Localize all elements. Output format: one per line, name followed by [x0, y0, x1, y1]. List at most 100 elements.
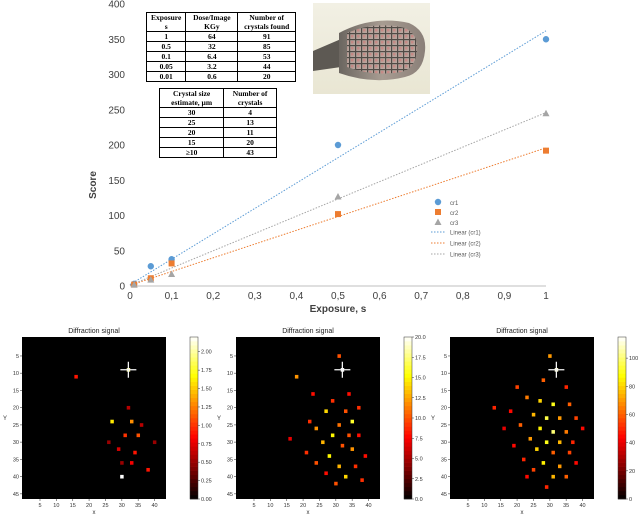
colorbar-segment [190, 494, 198, 500]
y-tick-label: 20 [441, 406, 447, 412]
x-tick-label: 5 [252, 503, 255, 509]
colorbar-segment [618, 341, 626, 346]
y-tick-label: 10 [13, 371, 19, 377]
colorbar-segment [190, 373, 198, 378]
colorbar-segment [618, 474, 626, 480]
colorbar-segment [404, 373, 412, 378]
heatmap-cell [551, 402, 555, 407]
x-tick-label: 0 [127, 291, 133, 302]
colorbar-segment [190, 482, 198, 488]
colorbar-segment [618, 413, 626, 419]
table-cell: 0.6 [185, 71, 239, 82]
colorbar-segment [404, 462, 412, 467]
heatmap-cell [541, 461, 546, 465]
heatmap-cell [344, 409, 348, 414]
colorbar-segment [618, 430, 626, 435]
y-tick-label: 35 [13, 457, 19, 463]
x-tick-label: 15 [70, 503, 76, 509]
heatmap-cell [120, 461, 124, 465]
y-tick-label: 40 [13, 475, 19, 481]
x-tick-label: 5 [38, 503, 41, 509]
colorbar-segment [618, 438, 626, 443]
table-cell: 32 [185, 41, 239, 52]
heatmap-cell [525, 474, 529, 479]
heatmap-cell [502, 426, 506, 431]
legend-label: cr1 [450, 201, 459, 207]
y-tick-label: 200 [108, 141, 125, 152]
heatmap-cell [567, 450, 572, 455]
colorbar-segment [190, 393, 198, 399]
x-tick-label: 0,2 [206, 291, 220, 302]
colorbar-segment [190, 430, 198, 435]
y-axis-label: Y [431, 416, 435, 422]
colorbar-segment [404, 486, 412, 492]
heatmap-cell [558, 464, 562, 469]
x-axis-label: x [521, 510, 524, 516]
diffraction-heatmap-2: Diffraction signal 5 10 15 20 25 30 35 40 x 5 10 15 2… [217, 328, 426, 516]
colorbar-segment [618, 405, 626, 411]
colorbar-segment [404, 389, 412, 394]
colorbar-tick-label: 5.0 [415, 457, 423, 463]
colorbar-segment [618, 337, 626, 342]
colorbar-segment [190, 462, 198, 467]
y-tick-label: 15 [441, 388, 447, 394]
heatmap-cell [314, 461, 319, 465]
data-point-cr3 [542, 109, 550, 117]
table-cell: 3.2 [185, 61, 239, 72]
heatmap-cell [571, 440, 575, 445]
colorbar-segment [190, 426, 198, 431]
heatmap-cell [350, 419, 355, 424]
colorbar-segment [404, 474, 412, 480]
heatmap-cell [558, 416, 562, 420]
heatmap-cell [304, 450, 309, 455]
colorbar-tick-label: 15.0 [415, 376, 426, 382]
heatmap-cell [110, 419, 114, 424]
y-tick-label: 10 [227, 371, 233, 377]
table-cell: 44 [237, 61, 296, 72]
colorbar-segment [190, 365, 198, 370]
colorbar-segment [190, 369, 198, 374]
colorbar-segment [618, 446, 626, 451]
colorbar-segment [404, 353, 412, 358]
x-tick-label: 10 [53, 503, 59, 509]
colorbar-segment [618, 494, 626, 500]
table-cell: ≥10 [158, 147, 225, 158]
heatmap-cell [544, 416, 549, 420]
colorbar-segment [618, 393, 626, 399]
colorbar-segment [190, 486, 198, 492]
colorbar-segment [190, 349, 198, 354]
colorbar-segment [618, 458, 626, 463]
heatmap-cell [574, 461, 578, 465]
colorbar-tick-label: 40 [629, 441, 635, 447]
table-cell: 43 [223, 147, 277, 158]
colorbar-segment [190, 361, 198, 366]
x-tick-label: 0,3 [248, 291, 262, 302]
colorbar-segment [618, 401, 626, 407]
y-tick-label: 300 [108, 70, 125, 81]
diffraction-heatmap-1: Diffraction signal 5 10 15 20 25 30 35 40 x 5 10 15 2… [3, 328, 212, 516]
table-cell: 91 [237, 31, 296, 42]
heatmap-cell [120, 474, 124, 479]
y-tick-label: 10 [441, 371, 447, 377]
colorbar-segment [404, 450, 412, 455]
heatmap-cell [518, 423, 523, 427]
heatmap-cell [564, 474, 569, 479]
colorbar-segment [190, 438, 198, 443]
x-tick-label: 25 [316, 503, 322, 509]
exposure-table: Exposure s Dose/Image KGy Number of crys… [145, 12, 296, 82]
colorbar-segment [190, 337, 198, 342]
colorbar-segment [404, 442, 412, 447]
table-cell: 20 [237, 71, 296, 82]
colorbar-segment [404, 377, 412, 382]
colorbar-segment [404, 494, 412, 500]
x-tick-label: 40 [579, 503, 585, 509]
exposure-header-0: Exposure s [145, 12, 187, 32]
heatmap-cell [294, 374, 299, 379]
colorbar-segment [618, 486, 626, 492]
heatmap-cell [340, 443, 345, 448]
colorbar-tick-label: 17.5 [415, 355, 426, 361]
y-tick-label: 5 [444, 354, 447, 360]
colorbar-tick-label: 10.0 [415, 416, 426, 422]
x-tick-label: 30 [119, 503, 125, 509]
colorbar-segment [618, 470, 626, 475]
